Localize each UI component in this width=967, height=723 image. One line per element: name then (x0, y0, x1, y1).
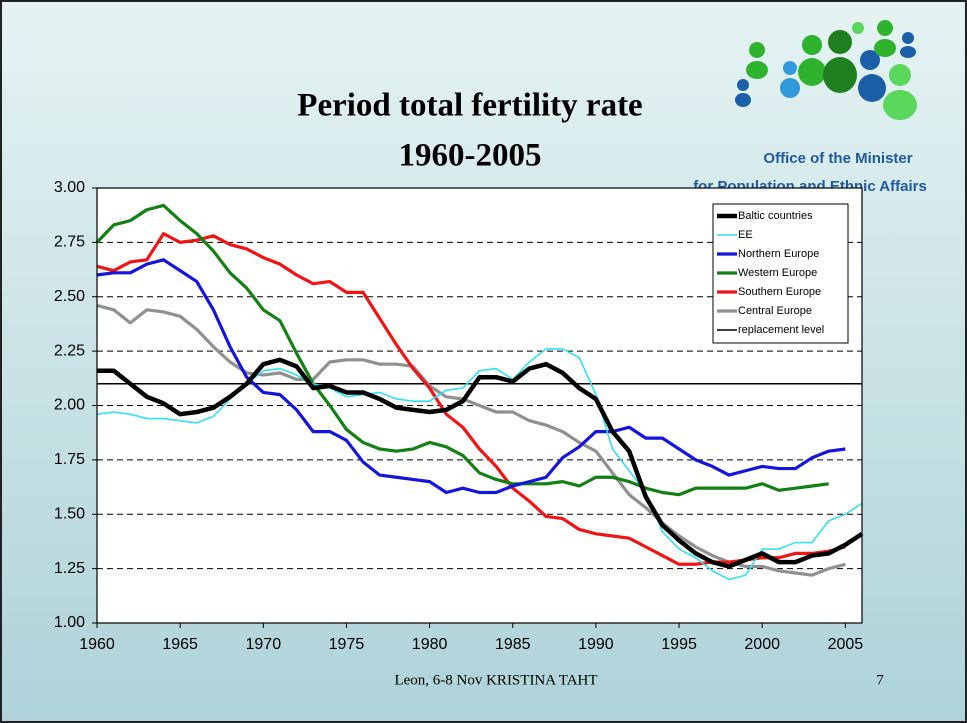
legend-label: EE (738, 229, 753, 241)
slide-number: 7 (876, 672, 884, 688)
chart-title: 1960-2005 (399, 138, 542, 174)
y-tick-label: 2.25 (54, 342, 85, 359)
y-tick-label: 3.00 (54, 179, 85, 196)
legend-label: Baltic countries (738, 210, 813, 222)
legend-label: Northern Europe (738, 248, 819, 260)
legend-label: Western Europe (738, 267, 817, 279)
y-tick-label: 2.50 (54, 288, 85, 305)
legend-label: Southern Europe (738, 286, 821, 298)
x-tick-label: 1970 (246, 636, 282, 653)
series-line (95, 203, 829, 497)
footer: Leon, 6-8 Nov KRISTINA TAHT (394, 672, 597, 688)
y-tick-label: 1.00 (54, 614, 85, 631)
y-tick-label: 2.75 (54, 234, 85, 251)
x-tick-label: 1960 (79, 636, 115, 653)
y-tick-label: 1.75 (54, 451, 85, 468)
x-tick-label: 1975 (329, 636, 365, 653)
x-tick-label: 1990 (578, 636, 614, 653)
series-line (96, 258, 846, 495)
series-line (96, 303, 846, 577)
x-tick-label: 1965 (162, 636, 198, 653)
x-tick-label: 1995 (661, 636, 697, 653)
y-tick-label: 1.25 (54, 560, 85, 577)
legend-label: Central Europe (738, 305, 812, 317)
x-tick-label: 1980 (412, 636, 448, 653)
chart-title: Period total fertility rate (297, 88, 642, 124)
org-name: Office of the Minister (763, 150, 912, 167)
legend-label: replacement level (738, 324, 824, 336)
plot: 1.00 1.25 1.50 1.75 2.00 2.25 2.50 2.75 3.00 1960… (54, 179, 863, 653)
x-tick-label: 1985 (495, 636, 531, 653)
x-tick-label: 2005 (828, 636, 864, 653)
series-line (96, 348, 863, 581)
y-tick-label: 2.00 (54, 397, 85, 414)
y-tick-label: 1.50 (54, 505, 85, 522)
series-line (97, 357, 864, 569)
plot-border (96, 187, 863, 624)
logo (735, 20, 917, 120)
x-tick-label: 2000 (744, 636, 780, 653)
